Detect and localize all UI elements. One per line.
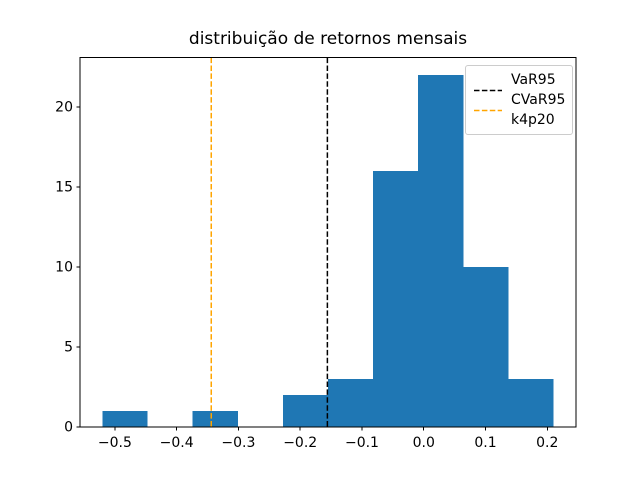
- histogram-bar: [282, 395, 328, 428]
- x-axis-tick-label: −0.2: [283, 435, 317, 451]
- legend-item-k4p20: k4p20: [473, 110, 564, 130]
- y-axis-tick-label: 10: [55, 260, 73, 276]
- histogram-bar: [373, 171, 419, 428]
- x-axis-tick-label: −0.3: [221, 435, 255, 451]
- histogram-bar: [102, 411, 148, 428]
- histogram-bar: [328, 379, 374, 428]
- x-axis-tick-label: −0.4: [160, 435, 194, 451]
- y-axis-tick-label: 0: [64, 420, 73, 436]
- x-axis-tick-label: −0.5: [98, 435, 132, 451]
- axes-frame: [79, 57, 577, 428]
- x-axis-tick-label: 0.1: [474, 435, 496, 451]
- x-axis-tick-label: −0.1: [345, 435, 379, 451]
- legend-item-var95: VaR95: [473, 70, 564, 91]
- legend: VaR95 CVaR95 k4p20: [465, 65, 573, 135]
- legend-blank-handle: [473, 118, 503, 123]
- dashed-line-black-icon: [473, 78, 503, 91]
- histogram-bar: [418, 75, 464, 428]
- x-axis-tick-label: 0.0: [413, 435, 435, 451]
- y-axis-tick-label: 20: [55, 100, 73, 116]
- y-axis-tick-label: 15: [55, 180, 73, 196]
- x-axis-tick-label: 0.2: [536, 435, 558, 451]
- legend-item-cvar95: CVaR95: [473, 90, 566, 111]
- histogram-bar: [508, 379, 554, 428]
- dashed-line-orange-icon: [473, 98, 503, 111]
- y-axis-tick-label: 5: [64, 340, 73, 356]
- chart-title: distribuição de retornos mensais: [188, 29, 468, 49]
- legend-label: k4p20: [511, 112, 555, 128]
- legend-label: CVaR95: [511, 92, 566, 108]
- legend-label: VaR95: [511, 72, 556, 88]
- histogram-bar: [463, 267, 509, 428]
- histogram-bar: [192, 411, 238, 428]
